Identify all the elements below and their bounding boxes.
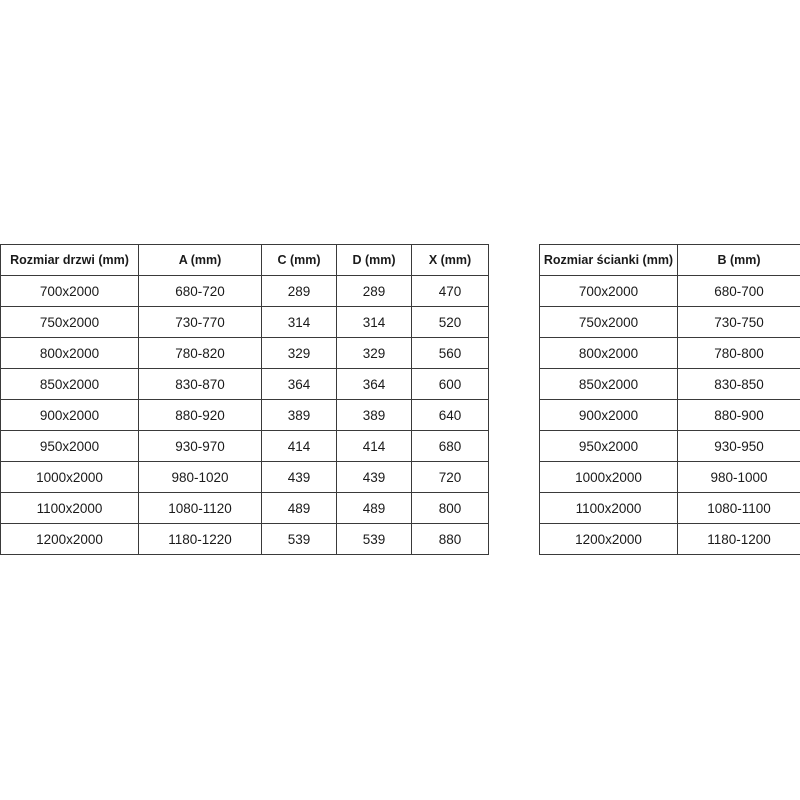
table-cell: 730-750 (677, 306, 800, 338)
table-cell: 1000x2000 (0, 461, 139, 493)
table-cell: 800 (411, 492, 489, 524)
table-row: 950x2000 930-950 (539, 430, 800, 462)
table-cell: 680 (411, 430, 489, 462)
table-cell: 1100x2000 (539, 492, 678, 524)
table-row: 750x2000 730-750 (539, 306, 800, 338)
table-cell: 720 (411, 461, 489, 493)
column-header: C (mm) (261, 244, 337, 276)
table-cell: 314 (336, 306, 412, 338)
table-cell: 850x2000 (539, 368, 678, 400)
table-cell: 1000x2000 (539, 461, 678, 493)
table-cell: 980-1000 (677, 461, 800, 493)
table-cell: 414 (261, 430, 337, 462)
table-cell: 640 (411, 399, 489, 431)
table-cell: 780-820 (138, 337, 262, 369)
table-cell: 414 (336, 430, 412, 462)
table-cell: 850x2000 (0, 368, 139, 400)
table-cell: 750x2000 (539, 306, 678, 338)
table-cell: 730-770 (138, 306, 262, 338)
table-cell: 980-1020 (138, 461, 262, 493)
table-row: 850x2000 830-850 (539, 368, 800, 400)
table-cell: 289 (261, 275, 337, 307)
table-cell: 750x2000 (0, 306, 139, 338)
table-cell: 539 (261, 523, 337, 555)
table-row: 800x2000 780-820 329 329 560 (0, 337, 489, 369)
header-row: Rozmiar drzwi (mm) A (mm) C (mm) D (mm) X (m… (0, 244, 489, 276)
table-cell: 389 (336, 399, 412, 431)
table-cell: 800x2000 (0, 337, 139, 369)
table-cell: 314 (261, 306, 337, 338)
table-cell: 950x2000 (0, 430, 139, 462)
table-cell: 900x2000 (539, 399, 678, 431)
table-cell: 600 (411, 368, 489, 400)
table-cell: 489 (336, 492, 412, 524)
table-cell: 880-900 (677, 399, 800, 431)
table-cell: 830-870 (138, 368, 262, 400)
column-header: X (mm) (411, 244, 489, 276)
table-row: 1200x2000 1180-1220 539 539 880 (0, 523, 489, 555)
table-cell: 1180-1220 (138, 523, 262, 555)
column-header: Rozmiar drzwi (mm) (0, 244, 139, 276)
table-cell: 1080-1100 (677, 492, 800, 524)
column-header: A (mm) (138, 244, 262, 276)
table-cell: 364 (336, 368, 412, 400)
table-cell: 489 (261, 492, 337, 524)
table-cell: 1200x2000 (539, 523, 678, 555)
table-cell: 880 (411, 523, 489, 555)
table-cell: 950x2000 (539, 430, 678, 462)
table-cell: 560 (411, 337, 489, 369)
table-cell: 680-700 (677, 275, 800, 307)
table-row: 800x2000 780-800 (539, 337, 800, 369)
table-row: 700x2000 680-720 289 289 470 (0, 275, 489, 307)
wall-panel-size-table: Rozmiar ścianki (mm) B (mm) 700x2000 680-7… (539, 244, 800, 555)
table-cell: 930-950 (677, 430, 800, 462)
table-row: 1100x2000 1080-1100 (539, 492, 800, 524)
table-cell: 520 (411, 306, 489, 338)
column-header: B (mm) (677, 244, 800, 276)
table-cell: 700x2000 (0, 275, 139, 307)
column-header: Rozmiar ścianki (mm) (539, 244, 678, 276)
table-row: 750x2000 730-770 314 314 520 (0, 306, 489, 338)
column-header: D (mm) (336, 244, 412, 276)
table-cell: 1080-1120 (138, 492, 262, 524)
header-row: Rozmiar ścianki (mm) B (mm) (539, 244, 800, 276)
table-cell: 700x2000 (539, 275, 678, 307)
table-row: 1100x2000 1080-1120 489 489 800 (0, 492, 489, 524)
table-cell: 470 (411, 275, 489, 307)
table-cell: 880-920 (138, 399, 262, 431)
table-cell: 1100x2000 (0, 492, 139, 524)
table-cell: 780-800 (677, 337, 800, 369)
table-row: 950x2000 930-970 414 414 680 (0, 430, 489, 462)
table-cell: 364 (261, 368, 337, 400)
table-cell: 1200x2000 (0, 523, 139, 555)
table-cell: 389 (261, 399, 337, 431)
table-row: 850x2000 830-870 364 364 600 (0, 368, 489, 400)
table-row: 900x2000 880-920 389 389 640 (0, 399, 489, 431)
table-row: 700x2000 680-700 (539, 275, 800, 307)
table-cell: 539 (336, 523, 412, 555)
table-row: 1000x2000 980-1020 439 439 720 (0, 461, 489, 493)
table-row: 1200x2000 1180-1200 (539, 523, 800, 555)
table-cell: 830-850 (677, 368, 800, 400)
table-cell: 439 (336, 461, 412, 493)
table-cell: 289 (336, 275, 412, 307)
table-cell: 930-970 (138, 430, 262, 462)
table-cell: 800x2000 (539, 337, 678, 369)
table-row: 1000x2000 980-1000 (539, 461, 800, 493)
table-cell: 329 (261, 337, 337, 369)
door-size-table: Rozmiar drzwi (mm) A (mm) C (mm) D (mm) X (m… (0, 244, 489, 555)
table-cell: 329 (336, 337, 412, 369)
table-cell: 680-720 (138, 275, 262, 307)
table-cell: 1180-1200 (677, 523, 800, 555)
table-cell: 900x2000 (0, 399, 139, 431)
table-row: 900x2000 880-900 (539, 399, 800, 431)
table-cell: 439 (261, 461, 337, 493)
